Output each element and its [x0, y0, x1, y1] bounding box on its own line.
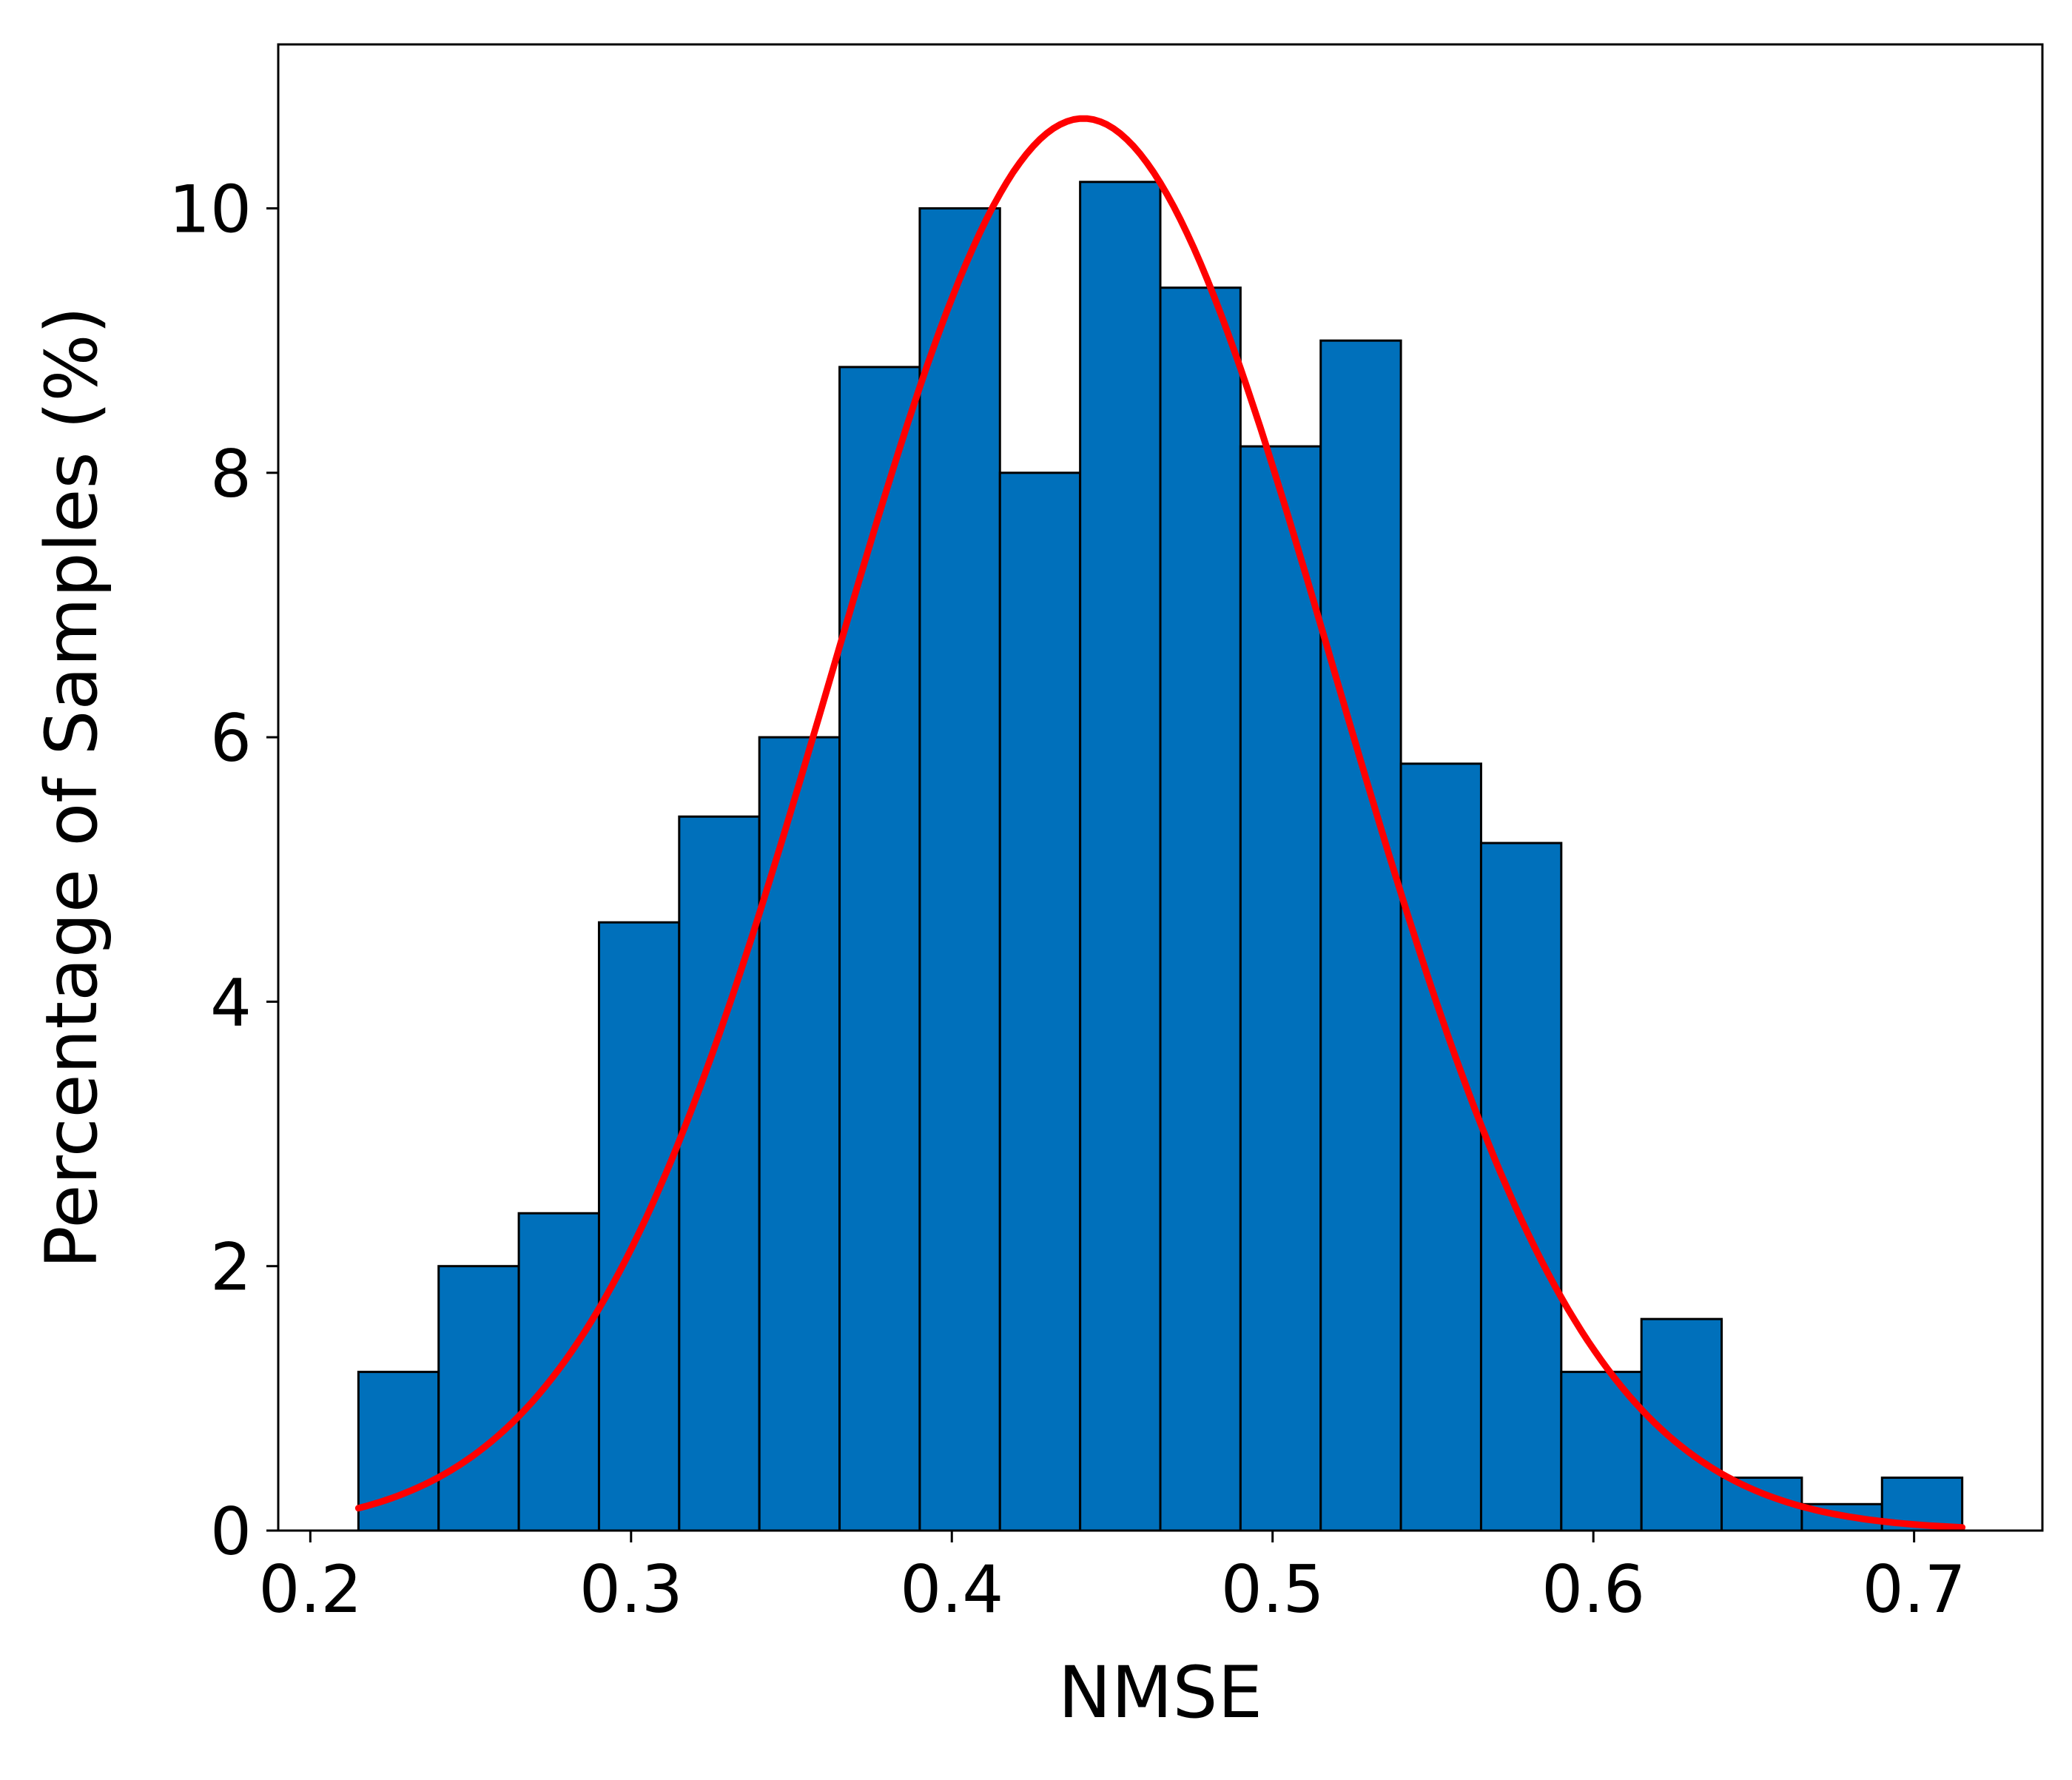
x-axis-label: NMSE [1058, 1651, 1262, 1734]
y-axis-label: Percentage of Samples (%) [30, 306, 113, 1269]
y-tick-label: 10 [169, 172, 252, 248]
normal-fit-curve [354, 115, 1966, 1531]
histogram-bar [1239, 445, 1322, 1532]
y-tick-label: 8 [210, 436, 252, 512]
plot-frame [277, 43, 2044, 1532]
histogram-bar [918, 207, 1001, 1532]
histogram-bar [1479, 842, 1563, 1532]
x-tick-label: 0.4 [900, 1551, 1003, 1628]
x-tick-label: 0.5 [1221, 1551, 1325, 1628]
x-tick-label: 0.3 [579, 1551, 683, 1628]
histogram-bar [1319, 339, 1402, 1532]
histogram-bar [758, 736, 841, 1532]
x-tick-label: 0.2 [258, 1551, 362, 1628]
histogram-bar [838, 366, 921, 1532]
histogram-bar [1159, 286, 1242, 1532]
histogram-bar [437, 1265, 520, 1532]
y-tick-label: 4 [210, 964, 252, 1041]
y-tick-label: 0 [210, 1494, 252, 1570]
histogram-bar [1079, 181, 1162, 1532]
y-tick-label: 2 [210, 1229, 252, 1306]
x-tick-label: 0.6 [1541, 1551, 1645, 1628]
fit-layer [354, 115, 1966, 1531]
y-tick-label: 6 [210, 700, 252, 776]
histogram-bar [998, 471, 1082, 1532]
x-tick-label: 0.7 [1863, 1551, 1966, 1628]
y-axis: 0 2 4 6 8 10 [169, 172, 278, 1570]
histogram-bar [1399, 762, 1482, 1532]
bars-layer [357, 181, 1964, 1532]
histogram-bar [678, 815, 761, 1532]
x-axis: 0.2 0.3 0.4 0.5 0.6 0.7 [258, 1531, 1966, 1628]
